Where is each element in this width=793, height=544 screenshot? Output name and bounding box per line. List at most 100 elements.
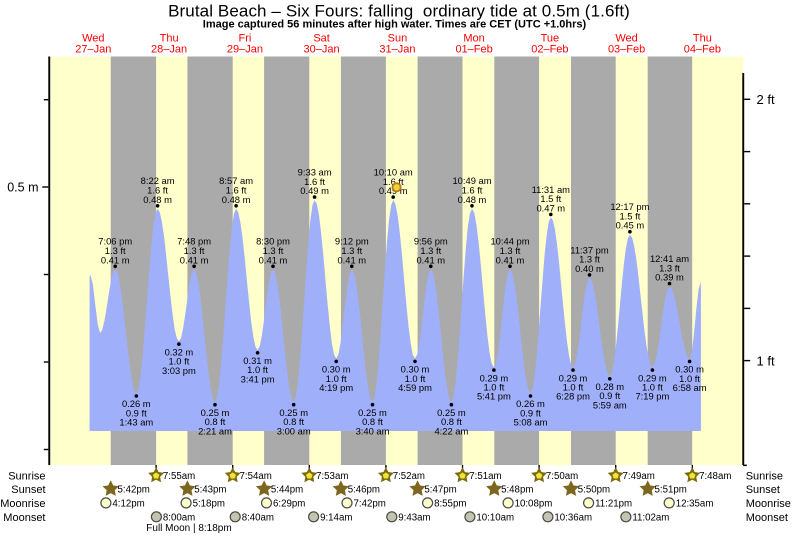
svg-text:7:54am: 7:54am [240,471,272,482]
svg-text:1.0 ft: 1.0 ft [247,364,268,375]
svg-text:Brutal Beach – Six Fours: fall: Brutal Beach – Six Fours: falling ordina… [168,1,630,20]
svg-text:0.9 ft: 0.9 ft [599,390,620,401]
svg-text:Sunrise: Sunrise [746,471,783,483]
svg-text:1.0 ft: 1.0 ft [483,382,504,393]
svg-text:1.6 ft: 1.6 ft [383,176,404,187]
svg-text:1:43 am: 1:43 am [119,417,153,428]
svg-text:9:56 pm: 9:56 pm [414,236,448,247]
svg-text:10:10am: 10:10am [476,512,514,523]
svg-text:0.30 m: 0.30 m [322,364,351,375]
svg-text:0.41 m: 0.41 m [180,254,209,265]
svg-text:5:46pm: 5:46pm [348,485,380,496]
svg-text:28–Jan: 28–Jan [151,44,187,56]
svg-text:2:21 am: 2:21 am [198,425,232,436]
svg-text:1.5 ft: 1.5 ft [540,193,561,204]
svg-text:0.47 m: 0.47 m [536,202,565,213]
svg-text:0.49 m: 0.49 m [300,185,329,196]
svg-text:0.31 m: 0.31 m [243,355,272,366]
svg-text:7:48 pm: 7:48 pm [177,236,211,247]
svg-text:1.3 ft: 1.3 ft [420,245,441,256]
svg-text:0.25 m: 0.25 m [437,407,466,418]
svg-text:Mon: Mon [463,33,484,45]
svg-text:7:51am: 7:51am [469,471,501,482]
svg-text:5:41 pm: 5:41 pm [477,391,511,402]
svg-text:1.3 ft: 1.3 ft [500,245,521,256]
svg-text:1.6 ft: 1.6 ft [462,184,483,195]
svg-text:0.28 m: 0.28 m [595,381,624,392]
svg-text:1.0 ft: 1.0 ft [326,373,347,384]
svg-text:0.41 m: 0.41 m [337,254,366,265]
svg-text:0.8 ft: 0.8 ft [362,416,383,427]
svg-text:8:40am: 8:40am [242,512,274,523]
svg-text:4:59 pm: 4:59 pm [398,382,432,393]
svg-text:4:22 am: 4:22 am [434,425,468,436]
svg-text:1.3 ft: 1.3 ft [579,254,600,265]
svg-text:7:55am: 7:55am [163,471,195,482]
svg-text:6:28 pm: 6:28 pm [556,391,590,402]
svg-text:30–Jan: 30–Jan [304,44,340,56]
svg-text:1.0 ft: 1.0 ft [679,373,700,384]
svg-text:10:44 pm: 10:44 pm [490,236,529,247]
svg-text:0.41 m: 0.41 m [416,254,445,265]
svg-text:04–Feb: 04–Feb [684,44,721,56]
svg-text:03–Feb: 03–Feb [608,44,645,56]
svg-text:10:08pm: 10:08pm [515,499,553,510]
svg-text:8:22 am: 8:22 am [141,175,175,186]
svg-text:7:06 pm: 7:06 pm [98,236,132,247]
svg-text:2 ft: 2 ft [757,92,775,107]
svg-text:9:14am: 9:14am [320,512,352,523]
svg-text:5:47pm: 5:47pm [424,485,456,496]
svg-text:Sat: Sat [313,33,330,45]
svg-text:5:51pm: 5:51pm [655,485,687,496]
svg-text:Full Moon | 8:18pm: Full Moon | 8:18pm [146,523,231,534]
svg-text:1.3 ft: 1.3 ft [105,245,126,256]
svg-text:11:37 pm: 11:37 pm [570,244,609,255]
svg-text:10:10 am: 10:10 am [374,167,413,178]
svg-text:Moonrise: Moonrise [746,498,791,510]
svg-text:Sun: Sun [388,33,408,45]
svg-text:3:40 am: 3:40 am [356,425,390,436]
svg-text:Thu: Thu [693,33,712,45]
svg-text:0.30 m: 0.30 m [401,364,430,375]
svg-text:0.48 m: 0.48 m [143,194,172,205]
svg-text:Moonset: Moonset [3,512,45,524]
svg-text:Moonrise: Moonrise [0,498,45,510]
svg-text:0.48 m: 0.48 m [222,194,251,205]
svg-text:5:44pm: 5:44pm [271,485,303,496]
svg-text:1.0 ft: 1.0 ft [563,382,584,393]
svg-text:0.29 m: 0.29 m [638,372,667,383]
svg-text:1.0 ft: 1.0 ft [405,373,426,384]
svg-text:Sunset: Sunset [11,484,45,496]
svg-text:1.0 ft: 1.0 ft [168,356,189,367]
svg-text:0.25 m: 0.25 m [358,407,387,418]
svg-text:0.26 m: 0.26 m [516,398,545,409]
svg-text:8:55pm: 8:55pm [434,499,466,510]
svg-text:8:00am: 8:00am [163,512,195,523]
svg-text:1.5 ft: 1.5 ft [619,210,640,221]
svg-text:Sunset: Sunset [746,484,780,496]
svg-text:0.39 m: 0.39 m [655,272,684,283]
svg-text:0.30 m: 0.30 m [675,364,704,375]
svg-text:5:42pm: 5:42pm [118,485,150,496]
svg-text:8:57 am: 8:57 am [219,175,253,186]
svg-text:Image captured 56 minutes afte: Image captured 56 minutes after high wat… [203,19,587,31]
svg-text:1.3 ft: 1.3 ft [659,262,680,273]
svg-text:0.32 m: 0.32 m [165,346,194,357]
svg-text:1.3 ft: 1.3 ft [184,245,205,256]
svg-text:0.41 m: 0.41 m [259,254,288,265]
svg-text:7:19 pm: 7:19 pm [635,391,669,402]
svg-text:5:59 am: 5:59 am [593,399,627,410]
svg-text:27–Jan: 27–Jan [75,44,111,56]
svg-text:0.40 m: 0.40 m [575,263,604,274]
svg-text:5:50pm: 5:50pm [578,485,610,496]
svg-text:5:08 am: 5:08 am [514,417,548,428]
svg-text:Fri: Fri [238,33,251,45]
svg-text:1.6 ft: 1.6 ft [147,184,168,195]
svg-text:Moonset: Moonset [746,512,788,524]
svg-text:7:48am: 7:48am [699,471,731,482]
svg-text:12:35am: 12:35am [676,499,714,510]
svg-text:9:12 pm: 9:12 pm [335,236,369,247]
svg-text:5:43pm: 5:43pm [194,485,226,496]
svg-text:0.29 m: 0.29 m [480,372,509,383]
svg-text:10:36am: 10:36am [554,512,592,523]
